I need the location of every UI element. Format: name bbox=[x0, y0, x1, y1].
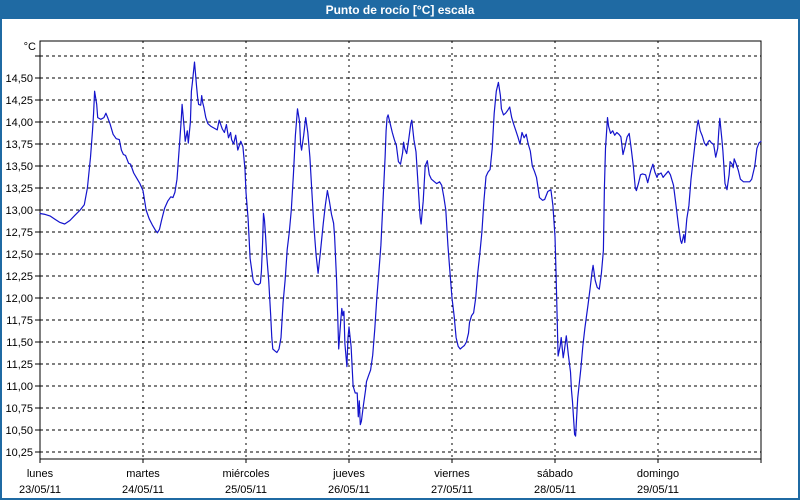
y-tick-label: 10,25 bbox=[5, 447, 33, 459]
y-tick-label: 12,00 bbox=[5, 293, 33, 305]
dew-point-line-chart: 14,50 14,25 14,00 13,75 13,50 13,25 13,00 12,75… bbox=[2, 19, 798, 498]
x-date-label: 23/05/11 bbox=[19, 484, 61, 496]
y-tick-label: 10,75 bbox=[5, 403, 33, 415]
y-tick-label: 10,50 bbox=[5, 425, 33, 437]
x-day-label: jueves bbox=[332, 468, 365, 480]
x-date-label: 27/05/11 bbox=[431, 484, 473, 496]
y-tick-label: 13,75 bbox=[5, 139, 33, 151]
y-tick-label: 11,25 bbox=[6, 359, 33, 371]
y-tick-label: 14,00 bbox=[5, 117, 33, 129]
x-date-label: 24/05/11 bbox=[122, 484, 164, 496]
y-tick-label: 13,50 bbox=[5, 161, 33, 173]
x-date-label: 26/05/11 bbox=[328, 484, 370, 496]
y-tick-label: 14,50 bbox=[5, 73, 33, 85]
y-tick-label: 13,25 bbox=[5, 183, 33, 195]
y-tick-label: 11,00 bbox=[6, 381, 33, 393]
y-axis-unit-label: °C bbox=[24, 41, 36, 53]
x-day-label: sábado bbox=[537, 468, 573, 480]
chart-title: Punto de rocío [°C] escala bbox=[325, 2, 475, 17]
y-tick-label: 14,25 bbox=[5, 95, 33, 107]
plot-area-border bbox=[39, 40, 762, 460]
x-day-label: miércoles bbox=[222, 468, 270, 480]
series-line-punto-de-rocio bbox=[39, 61, 762, 437]
x-day-label: martes bbox=[126, 468, 160, 480]
x-day-label: viernes bbox=[434, 468, 470, 480]
y-tick-label: 11,75 bbox=[6, 315, 33, 327]
x-date-label: 28/05/11 bbox=[534, 484, 576, 496]
y-tick-label: 13,00 bbox=[5, 205, 33, 217]
x-day-label: lunes bbox=[27, 468, 54, 480]
y-tick-label: 11,50 bbox=[6, 337, 33, 349]
x-date-label: 29/05/11 bbox=[637, 484, 679, 496]
y-tick-label: 12,25 bbox=[5, 271, 33, 283]
y-tick-label: 12,75 bbox=[5, 227, 33, 239]
x-date-label: 25/05/11 bbox=[225, 484, 267, 496]
chart-title-bar: Punto de rocío [°C] escala bbox=[0, 0, 800, 19]
x-day-label: domingo bbox=[637, 468, 679, 480]
y-tick-label: 12,50 bbox=[5, 249, 33, 261]
